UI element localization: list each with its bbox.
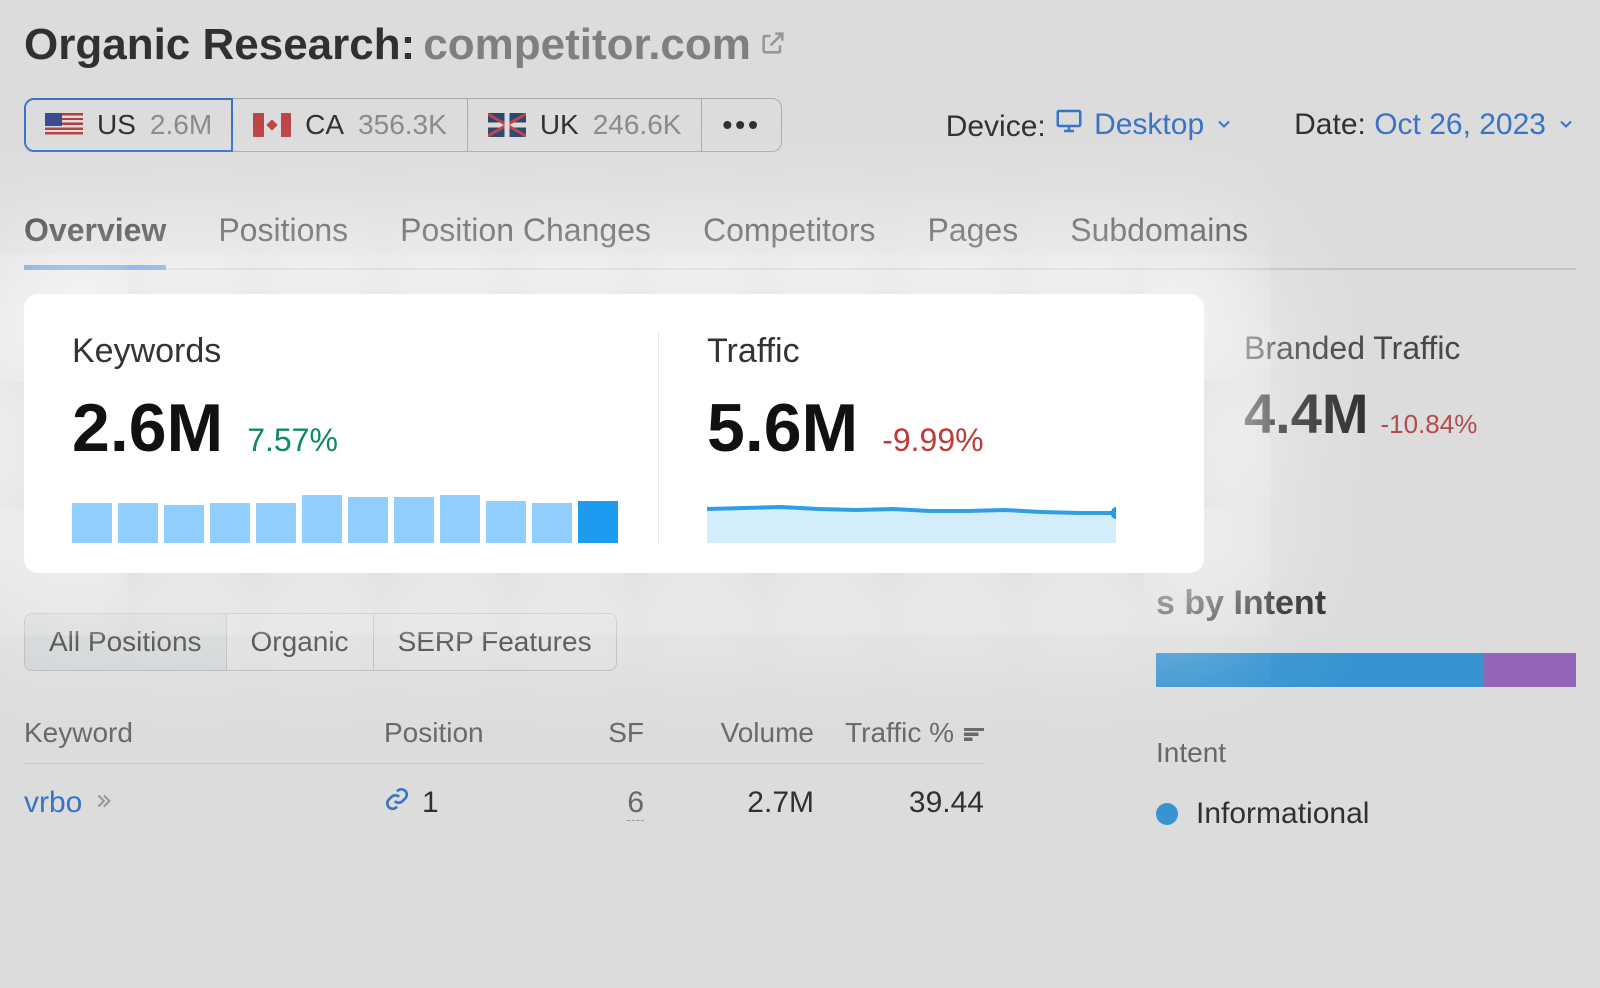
intent-row[interactable]: Informational <box>1156 797 1576 831</box>
segment-all-positions[interactable]: All Positions <box>25 614 227 670</box>
positions-table-header: Keyword Position SF Volume Traffic % <box>24 703 984 764</box>
positions-section: All Positions Organic SERP Features Keyw… <box>24 613 984 842</box>
position-value: 1 <box>422 786 439 820</box>
branded-value: 4.4M <box>1244 381 1369 446</box>
segment-serp-features[interactable]: SERP Features <box>374 614 616 670</box>
device-selector[interactable]: Desktop <box>1054 106 1234 144</box>
chevron-double-right-icon <box>92 786 114 820</box>
col-traffic-pct-label: Traffic % <box>845 717 954 749</box>
sf-value[interactable]: 6 <box>627 786 644 821</box>
keywords-bar-chart <box>72 487 618 543</box>
table-row[interactable]: vrbo 1 6 2.7M 39.44 <box>24 764 984 842</box>
intent-stacked-bar <box>1156 653 1576 687</box>
tab-position-changes[interactable]: Position Changes <box>400 212 651 268</box>
volume-value: 2.7M <box>644 786 814 820</box>
page-title-label: Organic Research: <box>24 20 415 70</box>
traffic-sparkline <box>707 487 1116 543</box>
date-filter: Date: Oct 26, 2023 <box>1294 108 1576 142</box>
date-value: Oct 26, 2023 <box>1374 108 1546 142</box>
intent-dot-icon <box>1156 803 1178 825</box>
traffic-value: 5.6M <box>707 389 858 467</box>
intent-card: s by Intent Intent Informational <box>1156 584 1576 831</box>
branded-traffic-metric[interactable]: Branded Traffic 4.4M -10.84% <box>1244 294 1576 573</box>
device-label: Device: <box>946 110 1046 143</box>
segment-organic[interactable]: Organic <box>227 614 374 670</box>
country-code: UK <box>540 109 579 141</box>
page-title-row: Organic Research: competitor.com <box>24 20 1576 70</box>
traffic-title: Traffic <box>707 332 1116 371</box>
tab-overview[interactable]: Overview <box>24 212 166 270</box>
chevron-down-icon <box>1556 108 1576 142</box>
traffic-metric[interactable]: Traffic 5.6M -9.99% <box>658 332 1156 543</box>
tab-pages[interactable]: Pages <box>927 212 1018 268</box>
col-volume[interactable]: Volume <box>644 717 814 749</box>
date-selector[interactable]: Oct 26, 2023 <box>1374 108 1576 142</box>
country-code: US <box>97 109 136 141</box>
traffic-delta: -9.99% <box>882 422 983 459</box>
branded-title: Branded Traffic <box>1244 330 1576 367</box>
keywords-title: Keywords <box>72 332 618 371</box>
intent-column-header: Intent <box>1156 737 1576 769</box>
tabs: Overview Positions Position Changes Comp… <box>24 212 1576 270</box>
branded-delta: -10.84% <box>1381 409 1478 440</box>
keywords-value: 2.6M <box>72 389 223 467</box>
traffic-pct-value: 39.44 <box>814 786 984 820</box>
country-pill-ca[interactable]: CA 356.3K <box>233 98 468 152</box>
link-icon[interactable] <box>384 786 410 820</box>
device-filter: Device: Desktop <box>946 106 1234 144</box>
col-keyword[interactable]: Keyword <box>24 717 384 749</box>
external-link-icon[interactable] <box>759 29 787 62</box>
keywords-delta: 7.57% <box>247 422 338 459</box>
country-code: CA <box>305 109 344 141</box>
col-traffic-pct[interactable]: Traffic % <box>814 717 984 749</box>
keywords-metric[interactable]: Keywords 2.6M 7.57% <box>72 332 658 543</box>
intent-label: Informational <box>1196 797 1369 831</box>
monitor-icon <box>1054 106 1084 144</box>
tab-competitors[interactable]: Competitors <box>703 212 876 268</box>
date-label: Date: <box>1294 108 1366 141</box>
country-value: 2.6M <box>150 109 212 141</box>
device-value: Desktop <box>1094 108 1204 142</box>
flag-ca-icon <box>253 113 291 137</box>
country-value: 356.3K <box>358 109 447 141</box>
country-pill-uk[interactable]: UK 246.6K <box>468 98 703 152</box>
page-title-domain[interactable]: competitor.com <box>423 20 751 70</box>
tab-subdomains[interactable]: Subdomains <box>1070 212 1248 268</box>
country-selector: US 2.6M CA 356.3K UK 246.6K ••• <box>24 98 782 152</box>
sort-desc-icon <box>964 717 984 749</box>
positions-segment-tabs: All Positions Organic SERP Features <box>24 613 617 671</box>
flag-us-icon <box>45 113 83 137</box>
country-value: 246.6K <box>593 109 682 141</box>
intent-title: s by Intent <box>1156 584 1576 623</box>
flag-uk-icon <box>488 113 526 137</box>
chevron-down-icon <box>1214 108 1234 142</box>
metrics-spotlight-card: Keywords 2.6M 7.57% Traffic 5.6M -9.99% <box>24 294 1204 573</box>
col-sf[interactable]: SF <box>554 717 644 749</box>
keyword-text: vrbo <box>24 786 82 820</box>
country-more-button[interactable]: ••• <box>702 98 781 152</box>
tab-positions[interactable]: Positions <box>218 212 348 268</box>
col-position[interactable]: Position <box>384 717 554 749</box>
country-pill-us[interactable]: US 2.6M <box>24 98 233 152</box>
keyword-link[interactable]: vrbo <box>24 786 114 820</box>
